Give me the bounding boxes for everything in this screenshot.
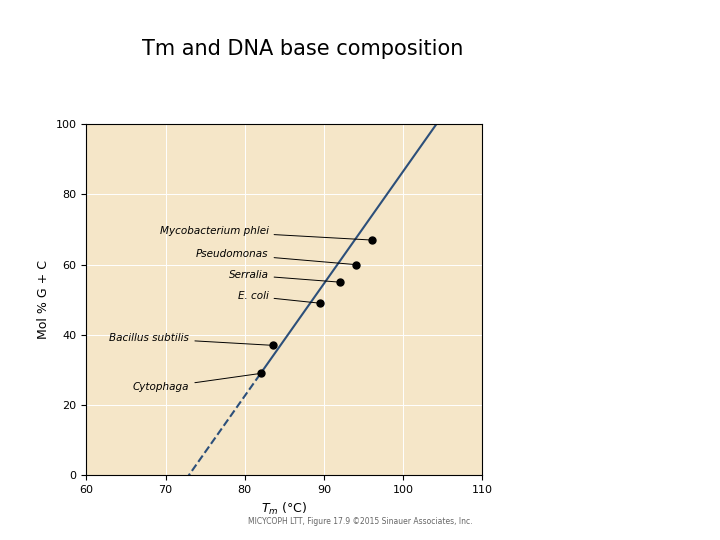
Text: Pseudomonas: Pseudomonas	[196, 249, 353, 265]
X-axis label: $T_m$ (°C): $T_m$ (°C)	[261, 501, 307, 517]
Text: Serralia: Serralia	[228, 270, 337, 282]
Text: Bacillus subtilis: Bacillus subtilis	[109, 333, 270, 345]
Text: Mycobacterium phlei: Mycobacterium phlei	[160, 226, 369, 240]
Text: E. coli: E. coli	[238, 291, 318, 303]
Text: MICYCOPH LTT, Figure 17.9 ©2015 Sinauer Associates, Inc.: MICYCOPH LTT, Figure 17.9 ©2015 Sinauer …	[248, 517, 472, 526]
Text: Cytophaga: Cytophaga	[133, 374, 258, 393]
Text: Tm and DNA base composition: Tm and DNA base composition	[142, 38, 463, 59]
Y-axis label: Mol % G + C: Mol % G + C	[37, 260, 50, 339]
